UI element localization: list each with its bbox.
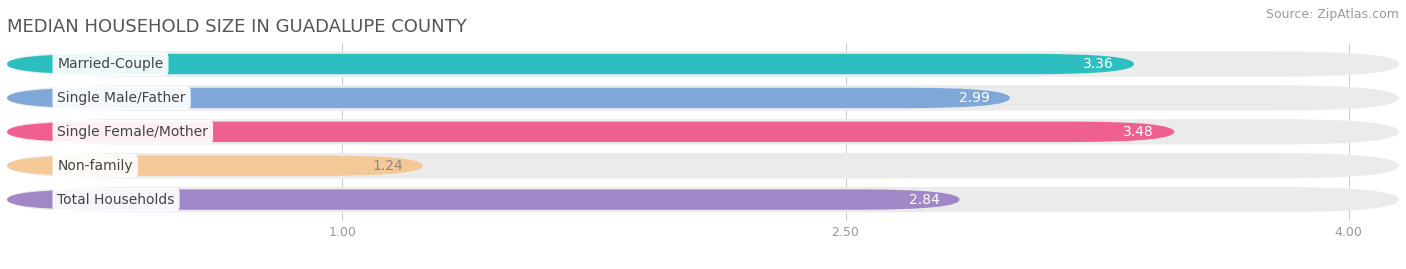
- Text: Total Households: Total Households: [58, 193, 174, 207]
- FancyBboxPatch shape: [7, 187, 1399, 212]
- FancyBboxPatch shape: [7, 122, 1174, 142]
- FancyBboxPatch shape: [7, 51, 1399, 77]
- Text: Non-family: Non-family: [58, 159, 134, 173]
- FancyBboxPatch shape: [7, 54, 1135, 74]
- Text: 2.99: 2.99: [959, 91, 990, 105]
- Text: Single Male/Father: Single Male/Father: [58, 91, 186, 105]
- FancyBboxPatch shape: [7, 153, 1399, 178]
- FancyBboxPatch shape: [7, 85, 1399, 111]
- FancyBboxPatch shape: [7, 189, 959, 210]
- Text: 2.84: 2.84: [908, 193, 939, 207]
- FancyBboxPatch shape: [7, 155, 423, 176]
- Text: Married-Couple: Married-Couple: [58, 57, 163, 71]
- Text: MEDIAN HOUSEHOLD SIZE IN GUADALUPE COUNTY: MEDIAN HOUSEHOLD SIZE IN GUADALUPE COUNT…: [7, 18, 467, 36]
- FancyBboxPatch shape: [7, 88, 1010, 108]
- Text: Single Female/Mother: Single Female/Mother: [58, 125, 208, 139]
- Text: 3.36: 3.36: [1083, 57, 1114, 71]
- Text: Source: ZipAtlas.com: Source: ZipAtlas.com: [1265, 8, 1399, 21]
- Text: 3.48: 3.48: [1123, 125, 1154, 139]
- Text: 1.24: 1.24: [373, 159, 402, 173]
- FancyBboxPatch shape: [7, 119, 1399, 144]
